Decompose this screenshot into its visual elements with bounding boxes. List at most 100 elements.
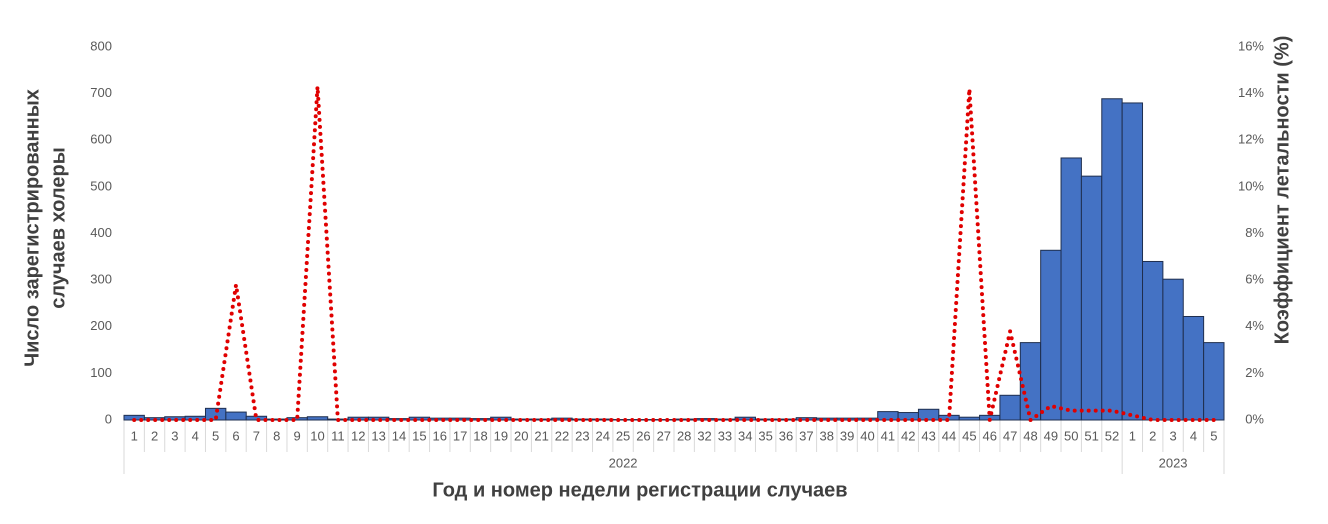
bar — [225, 411, 247, 421]
y-axis-title: Число зарегистрированных — [21, 89, 43, 367]
y2-tick-label: 10% — [1238, 178, 1264, 193]
bar — [897, 412, 919, 421]
x-tick-label: 11 — [331, 428, 345, 443]
bar — [1040, 249, 1062, 421]
y2-tick-label: 12% — [1238, 132, 1264, 147]
x-tick-label: 21 — [534, 428, 548, 443]
bar — [693, 418, 716, 421]
x-tick-label: 16 — [433, 428, 447, 443]
x-tick-label: 13 — [371, 428, 385, 443]
x-tick-label: 3 — [1169, 428, 1176, 443]
x-tick-label: 28 — [677, 428, 691, 443]
x-tick-label: 32 — [697, 428, 711, 443]
bar — [1203, 342, 1225, 421]
y2-tick-label: 6% — [1245, 272, 1264, 287]
x-axis-title: Год и номер недели регистрации случаев — [432, 479, 847, 501]
bar — [1019, 342, 1042, 421]
x-tick-label: 34 — [738, 428, 752, 443]
bar — [856, 417, 879, 421]
x-tick-label: 33 — [718, 428, 732, 443]
x-tick-label: 27 — [657, 428, 671, 443]
x-tick-label: 41 — [881, 428, 895, 443]
x-tick-label: 17 — [453, 428, 467, 443]
x-tick-label: 22 — [555, 428, 569, 443]
y-tick-label: 100 — [90, 365, 112, 380]
y-tick-label: 500 — [90, 178, 112, 193]
x-tick-label: 3 — [171, 428, 178, 443]
x-tick-label: 35 — [758, 428, 772, 443]
x-tick-label: 8 — [273, 428, 280, 443]
x-tick-label: 6 — [232, 428, 239, 443]
x-tick-label: 36 — [779, 428, 793, 443]
x-tick-label: 48 — [1023, 428, 1037, 443]
bar — [1060, 157, 1082, 421]
y-tick-label: 600 — [90, 132, 112, 147]
y2-tick-label: 14% — [1238, 85, 1264, 100]
x-tick-label: 4 — [192, 428, 199, 443]
x-group-label: 2023 — [1159, 455, 1188, 470]
bar — [877, 411, 899, 421]
bar — [449, 417, 471, 421]
x-tick-label: 10 — [310, 428, 324, 443]
y2-tick-label: 0% — [1245, 411, 1264, 426]
bar — [306, 416, 329, 421]
bar — [958, 416, 981, 421]
x-tick-label: 4 — [1190, 428, 1197, 443]
x-tick-label: 25 — [616, 428, 630, 443]
y-tick-label: 800 — [90, 38, 112, 53]
y2-axis-title: Коэффициент летальности (%) — [1271, 36, 1293, 345]
y2-tick-label: 16% — [1238, 38, 1264, 53]
bar — [1101, 98, 1123, 421]
x-tick-label: 2 — [151, 428, 158, 443]
bar — [999, 394, 1021, 421]
x-tick-label: 42 — [901, 428, 915, 443]
x-tick-label: 18 — [473, 428, 487, 443]
y2-tick-label: 8% — [1245, 225, 1264, 240]
x-tick-label: 45 — [962, 428, 976, 443]
x-tick-label: 43 — [921, 428, 935, 443]
bar — [429, 417, 451, 421]
bar — [673, 418, 695, 421]
bar — [408, 416, 431, 421]
x-tick-label: 1 — [131, 428, 138, 443]
bar — [1121, 102, 1144, 421]
x-tick-label: 40 — [860, 428, 874, 443]
y-tick-label: 700 — [90, 85, 112, 100]
x-tick-label: 19 — [494, 428, 508, 443]
x-tick-label: 26 — [636, 428, 650, 443]
x-tick-label: 23 — [575, 428, 589, 443]
y2-tick-label: 4% — [1245, 318, 1264, 333]
x-tick-label: 5 — [212, 428, 219, 443]
y-tick-label: 200 — [90, 318, 112, 333]
y-tick-label: 300 — [90, 272, 112, 287]
x-tick-label: 51 — [1084, 428, 1098, 443]
y-axis-title: случаев холеры — [47, 147, 69, 309]
line — [132, 86, 1216, 424]
y-tick-label: 400 — [90, 225, 112, 240]
x-tick-label: 39 — [840, 428, 854, 443]
bar — [1142, 260, 1164, 421]
x-tick-label: 52 — [1105, 428, 1119, 443]
bar — [1080, 175, 1103, 421]
x-tick-label: 38 — [820, 428, 834, 443]
bar — [388, 418, 410, 421]
bar — [266, 418, 288, 421]
bar — [917, 408, 940, 421]
x-tick-label: 5 — [1210, 428, 1217, 443]
bar — [469, 418, 492, 421]
x-tick-label: 15 — [412, 428, 426, 443]
x-tick-label: 44 — [942, 428, 956, 443]
x-tick-label: 7 — [253, 428, 260, 443]
x-tick-label: 14 — [392, 428, 406, 443]
x-tick-label: 9 — [294, 428, 301, 443]
y2-tick-label: 2% — [1245, 365, 1264, 380]
x-tick-label: 37 — [799, 428, 813, 443]
x-tick-label: 24 — [595, 428, 609, 443]
x-tick-label: 49 — [1044, 428, 1058, 443]
x-tick-label: 12 — [351, 428, 365, 443]
bar — [1182, 315, 1205, 421]
x-tick-label: 50 — [1064, 428, 1078, 443]
x-tick-label: 47 — [1003, 428, 1017, 443]
x-tick-label: 20 — [514, 428, 528, 443]
